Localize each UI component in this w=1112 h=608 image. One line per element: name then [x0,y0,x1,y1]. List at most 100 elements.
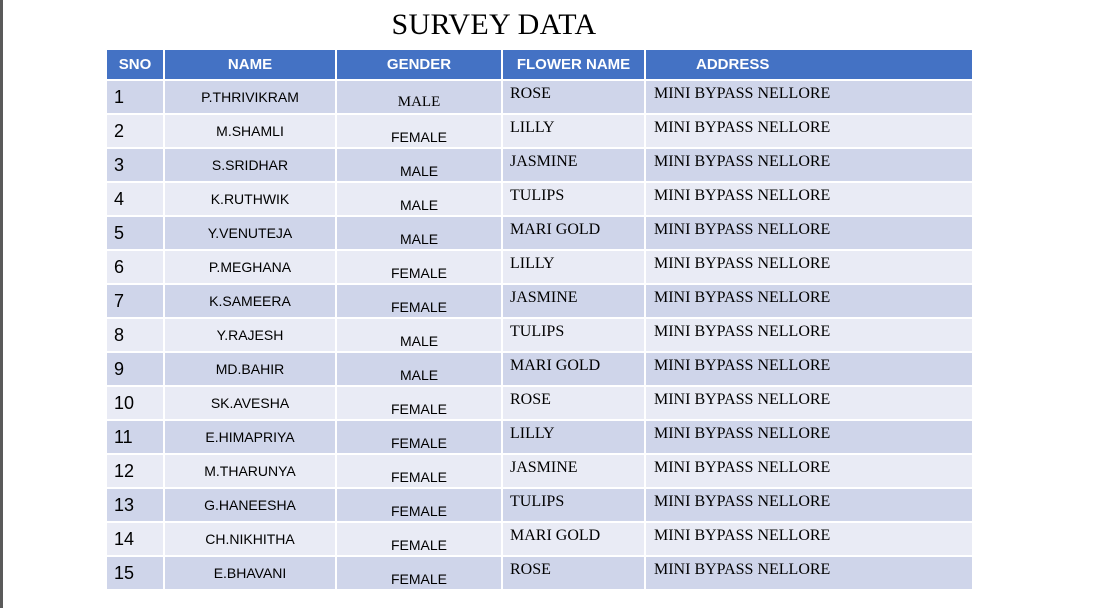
flower-name-cell: MARI GOLD [501,351,646,387]
name-cell: K.SAMEERA [163,283,337,319]
gender-cell: MALE [335,79,503,115]
sno-cell: 1 [105,79,165,115]
gender-cell: FEMALE [335,385,503,421]
name-cell: Y.RAJESH [163,317,337,353]
gender-cell: FEMALE [335,521,503,557]
sno-cell: 13 [105,487,165,523]
flower-name-cell: LILLY [501,419,646,455]
gender-cell: FEMALE [335,113,503,149]
column-header-name: NAME [163,48,337,81]
table-row: 5 Y.VENUTEJA MALE MARI GOLD MINI BYPASS NELL… [105,215,974,251]
table-row: 3 S.SRIDHAR MALE JASMINE MINI BYPASS NELLORE [105,147,974,183]
address-cell: MINI BYPASS NELLORE [644,249,974,285]
sno-cell: 8 [105,317,165,353]
table-row: 4 K.RUTHWIK MALE TULIPS MINI BYPASS NELLORE [105,181,974,217]
column-header-sno: SNO [105,48,165,81]
table-row: 9 MD.BAHIR MALE MARI GOLD MINI BYPASS NELLOR… [105,351,974,387]
sno-cell: 2 [105,113,165,149]
flower-name-cell: MARI GOLD [501,215,646,251]
name-cell: P.MEGHANA [163,249,337,285]
gender-cell: FEMALE [335,283,503,319]
column-header-address: ADDRESS [644,48,974,81]
name-cell: SK.AVESHA [163,385,337,421]
table-row: 13 G.HANEESHA FEMALE TULIPS MINI BYPASS NELL… [105,487,974,523]
table-row: 14 CH.NIKHITHA FEMALE MARI GOLD MINI BYPASS … [105,521,974,557]
address-cell: MINI BYPASS NELLORE [644,181,974,217]
column-header-gender: GENDER [335,48,503,81]
flower-name-cell: TULIPS [501,181,646,217]
name-cell: P.THRIVIKRAM [163,79,337,115]
gender-cell: MALE [335,181,503,217]
address-cell: MINI BYPASS NELLORE [644,555,974,591]
gender-cell: FEMALE [335,419,503,455]
name-cell: Y.VENUTEJA [163,215,337,251]
flower-name-cell: LILLY [501,249,646,285]
table-row: 1 P.THRIVIKRAM MALE ROSE MINI BYPASS NELLORE [105,79,974,115]
sno-cell: 9 [105,351,165,387]
table-body: 1 P.THRIVIKRAM MALE ROSE MINI BYPASS NELLORE… [105,79,974,591]
flower-name-cell: ROSE [501,385,646,421]
sno-cell: 14 [105,521,165,557]
sno-cell: 15 [105,555,165,591]
column-header-flower: FLOWER NAME [501,48,646,81]
name-cell: E.BHAVANI [163,555,337,591]
gender-cell: MALE [335,317,503,353]
gender-cell: MALE [335,351,503,387]
flower-name-cell: TULIPS [501,487,646,523]
sno-cell: 4 [105,181,165,217]
flower-name-cell: LILLY [501,113,646,149]
sno-cell: 11 [105,419,165,455]
table-row: 15 E.BHAVANI FEMALE ROSE MINI BYPASS NELLORE [105,555,974,591]
flower-name-cell: TULIPS [501,317,646,353]
gender-cell: FEMALE [335,555,503,591]
address-cell: MINI BYPASS NELLORE [644,215,974,251]
sno-cell: 6 [105,249,165,285]
address-cell: MINI BYPASS NELLORE [644,385,974,421]
address-cell: MINI BYPASS NELLORE [644,317,974,353]
name-cell: E.HIMAPRIYA [163,419,337,455]
table-row: 11 E.HIMAPRIYA FEMALE LILLY MINI BYPASS NELL… [105,419,974,455]
page-left-border [0,0,3,608]
name-cell: G.HANEESHA [163,487,337,523]
page-title: SURVEY DATA [391,8,597,41]
address-cell: MINI BYPASS NELLORE [644,147,974,183]
gender-cell: MALE [335,215,503,251]
flower-name-cell: JASMINE [501,453,646,489]
address-cell: MINI BYPASS NELLORE [644,351,974,387]
sno-cell: 10 [105,385,165,421]
gender-cell: FEMALE [335,487,503,523]
name-cell: MD.BAHIR [163,351,337,387]
flower-name-cell: MARI GOLD [501,521,646,557]
table-row: 7 K.SAMEERA FEMALE JASMINE MINI BYPASS NELLO… [105,283,974,319]
table-row: 10 SK.AVESHA FEMALE ROSE MINI BYPASS NELLORE [105,385,974,421]
name-cell: S.SRIDHAR [163,147,337,183]
table-row: 8 Y.RAJESH MALE TULIPS MINI BYPASS NELLORE [105,317,974,353]
address-cell: MINI BYPASS NELLORE [644,521,974,557]
table-row: 12 M.THARUNYA FEMALE JASMINE MINI BYPASS NEL… [105,453,974,489]
name-cell: CH.NIKHITHA [163,521,337,557]
table-row: 2 M.SHAMLI FEMALE LILLY MINI BYPASS NELLORE [105,113,974,149]
name-cell: M.THARUNYA [163,453,337,489]
address-cell: MINI BYPASS NELLORE [644,79,974,115]
address-cell: MINI BYPASS NELLORE [644,453,974,489]
address-cell: MINI BYPASS NELLORE [644,283,974,319]
flower-name-cell: JASMINE [501,283,646,319]
sno-cell: 7 [105,283,165,319]
address-cell: MINI BYPASS NELLORE [644,487,974,523]
name-cell: K.RUTHWIK [163,181,337,217]
sno-cell: 3 [105,147,165,183]
address-cell: MINI BYPASS NELLORE [644,419,974,455]
flower-name-cell: ROSE [501,79,646,115]
sno-cell: 5 [105,215,165,251]
sno-cell: 12 [105,453,165,489]
table-row: 6 P.MEGHANA FEMALE LILLY MINI BYPASS NELLORE [105,249,974,285]
flower-name-cell: ROSE [501,555,646,591]
gender-cell: FEMALE [335,249,503,285]
flower-name-cell: JASMINE [501,147,646,183]
gender-cell: FEMALE [335,453,503,489]
gender-cell: MALE [335,147,503,183]
name-cell: M.SHAMLI [163,113,337,149]
survey-table: SNO NAME GENDER FLOWER NAME ADDRESS 1 P.T… [105,48,974,591]
table-header-row: SNO NAME GENDER FLOWER NAME ADDRESS [105,48,974,81]
address-cell: MINI BYPASS NELLORE [644,113,974,149]
